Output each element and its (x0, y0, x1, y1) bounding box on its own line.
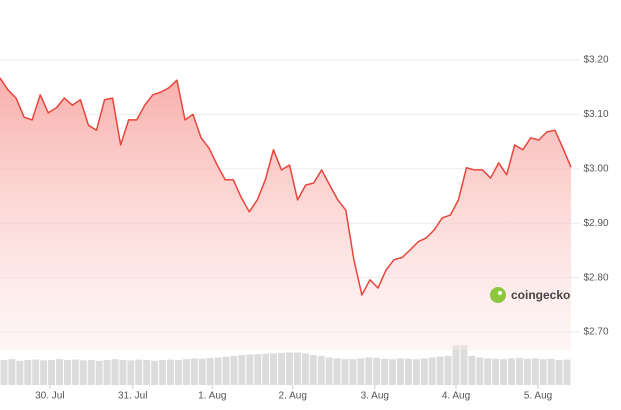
volume-bar (301, 353, 309, 385)
volume-bar (531, 358, 539, 385)
y-tick-label: $2.90 (583, 218, 608, 229)
volume-bar (444, 355, 452, 385)
volume-bar (56, 359, 63, 385)
volume-bar (278, 352, 285, 385)
volume-bar (515, 357, 523, 385)
volume-bar (460, 345, 468, 385)
volume-bar (349, 359, 357, 385)
volume-bar (254, 354, 262, 385)
volume-bar (404, 358, 412, 385)
volume-bar (389, 359, 397, 385)
volume-bar (214, 357, 222, 385)
volume-bar (79, 360, 87, 385)
volume-bar (182, 359, 190, 385)
x-tick-label: 1. Aug (198, 391, 226, 402)
watermark-logo-eye (498, 291, 502, 295)
volume-bar (246, 354, 254, 385)
volume-bar (309, 355, 317, 385)
volume-bar (286, 352, 293, 385)
volume-bar (436, 356, 444, 385)
volume-bar (32, 359, 40, 385)
volume-bar (420, 358, 428, 385)
volume-bar (190, 358, 198, 385)
volume-bar (262, 353, 270, 385)
volume-bar (222, 356, 230, 385)
volume-bar (555, 360, 563, 385)
volume-bar (167, 359, 174, 385)
volume-bar (412, 359, 420, 385)
volume-bar (198, 358, 206, 385)
x-tick-label: 30. Jul (35, 391, 64, 402)
price-line (0, 77, 572, 296)
volume-bar (206, 357, 214, 385)
x-tick-label: 3. Aug (361, 391, 389, 402)
y-tick-label: $3.00 (583, 163, 608, 174)
volume-bar (373, 357, 381, 385)
watermark-logo (490, 287, 506, 303)
volume-bar (381, 358, 389, 385)
volume-bar (111, 359, 119, 385)
volume-bar (523, 358, 531, 385)
volume-bar (0, 360, 8, 385)
volume-bar (539, 359, 547, 385)
plot: $2.70 $2.80 $2.90 $3.00 $3.10 $3.20 30. Jul 31.… (0, 55, 609, 402)
volume-bar (95, 360, 103, 385)
volume-bar (508, 358, 515, 385)
volume-bar (325, 357, 333, 385)
volume-bar (48, 360, 56, 385)
volume-bar (270, 353, 278, 385)
volume-bar (317, 355, 325, 385)
volume-bar (341, 359, 349, 385)
watermark-text: coingecko (511, 288, 570, 302)
x-tick-label: 31. Jul (118, 391, 147, 402)
volume-bar (8, 359, 16, 385)
volume-bar (127, 360, 135, 385)
volume-bar (24, 360, 32, 385)
volume-bar (500, 359, 508, 385)
watermark: coingecko (490, 287, 570, 303)
volume-bar (452, 345, 460, 385)
y-tick-label: $2.70 (583, 327, 608, 338)
volume-bar (484, 358, 492, 385)
y-tick-label: $3.20 (583, 55, 608, 66)
volume-bar (71, 359, 79, 385)
y-tick-label: $3.10 (583, 109, 608, 120)
volume-bar (397, 358, 404, 385)
volume-bar (563, 359, 571, 385)
x-tick-label: 5. Aug (524, 391, 552, 402)
volume-bar (238, 355, 246, 385)
volume-bar (159, 360, 167, 385)
volume-bar (293, 352, 301, 385)
x-tick-label: 2. Aug (279, 391, 307, 402)
y-tick-label: $2.80 (583, 272, 608, 283)
volume-bar (174, 360, 182, 385)
volume-bar (135, 359, 143, 385)
volume-bar (103, 360, 111, 385)
volume-bar (468, 355, 476, 385)
volume-bar (365, 357, 373, 385)
volume-bar (40, 360, 48, 385)
volume-bar (63, 360, 71, 385)
volume-bar (143, 360, 151, 385)
volume-bar (357, 358, 365, 385)
volume-bar (428, 357, 436, 385)
volume-bar (151, 360, 159, 385)
volume-bar (16, 360, 24, 385)
volume-bar (492, 358, 500, 385)
volume-bar (119, 360, 127, 385)
x-tick-label: 4. Aug (442, 391, 470, 402)
volume-bar (547, 358, 555, 385)
volume-bar (476, 357, 484, 385)
price-area (0, 77, 571, 350)
volume-bar (230, 355, 238, 385)
volume-bar (333, 358, 341, 385)
volume-bar (87, 360, 95, 385)
